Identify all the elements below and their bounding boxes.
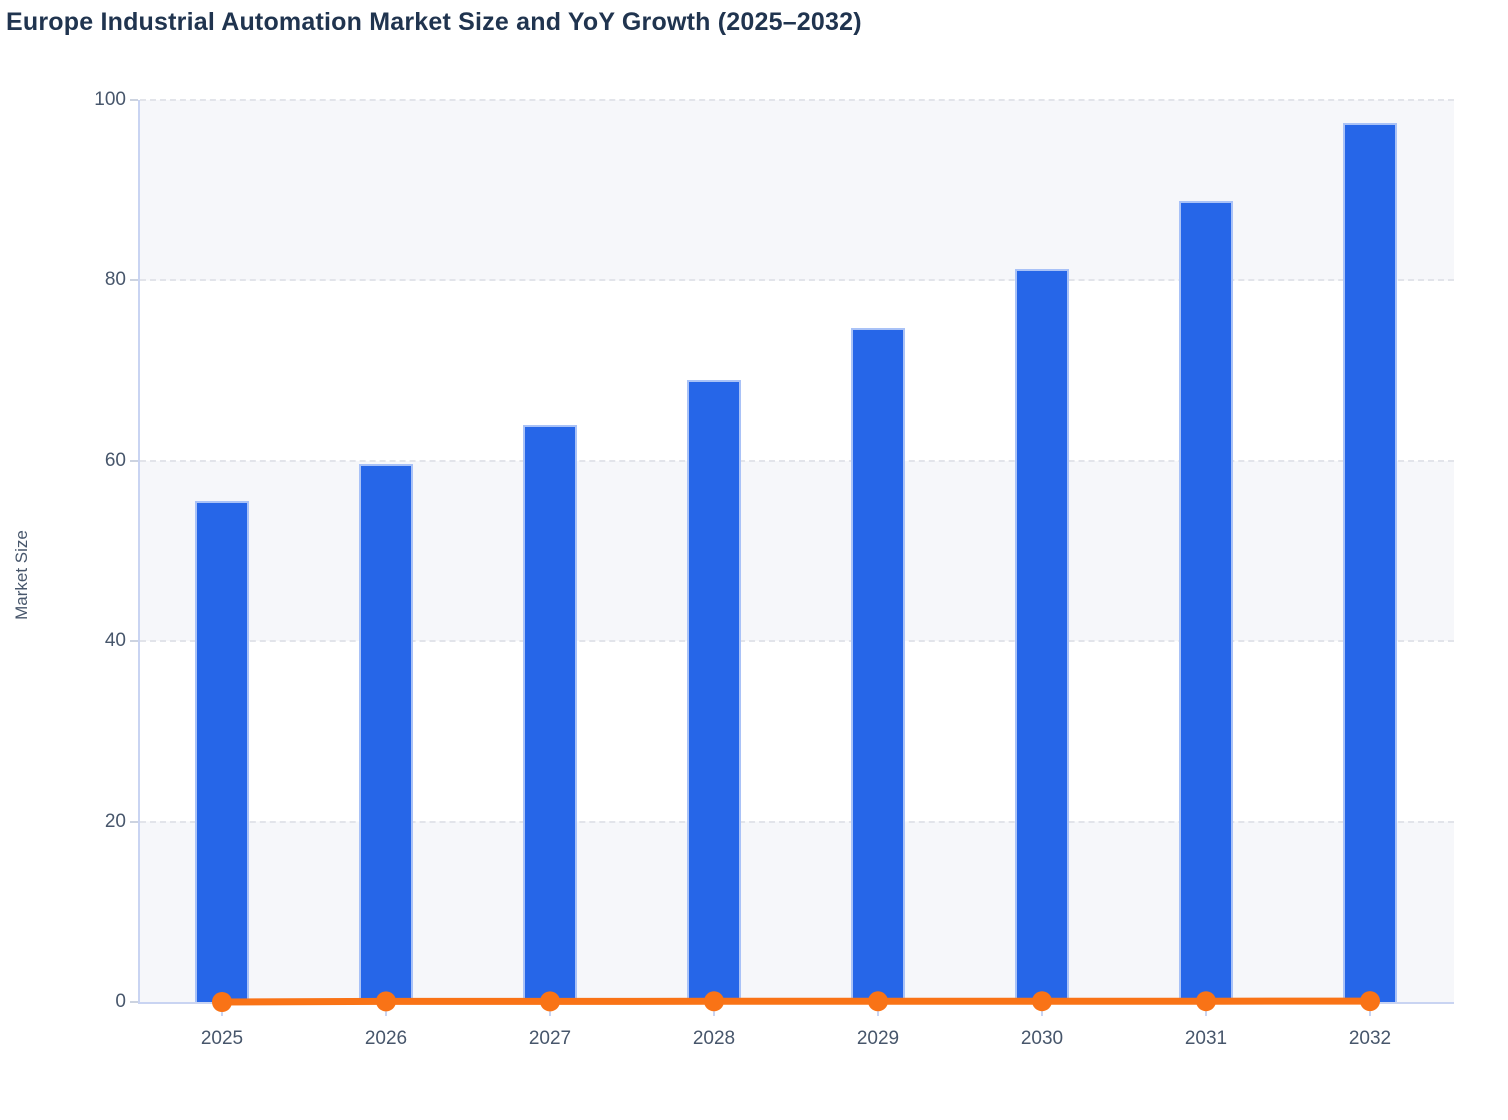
yoy-marker-2027 [540, 991, 560, 1012]
gridline-60 [140, 459, 1454, 462]
x-tick-label-2025: 2025 [200, 1028, 244, 1049]
yoy-marker-2028 [704, 991, 724, 1012]
plot-area [138, 99, 1454, 1016]
y-tick-mark-80 [130, 279, 138, 282]
yoy-marker-2025 [212, 992, 232, 1012]
gridline-100 [140, 99, 1454, 101]
gridline-80 [140, 279, 1454, 282]
yoy-marker-2032 [1360, 991, 1380, 1012]
bar-2030 [1015, 268, 1069, 1002]
bar-2031 [1179, 201, 1233, 1002]
y-tick-mark-0 [130, 1001, 138, 1003]
y-axis-title: Market Size [12, 530, 31, 620]
x-tick-label-2032: 2032 [1348, 1028, 1392, 1049]
y-tick-label-100: 100 [94, 89, 126, 110]
yoy-marker-2030 [1032, 991, 1052, 1012]
bar-2025 [195, 500, 249, 1002]
bar-2026 [359, 464, 413, 1002]
bar-2028 [687, 379, 741, 1002]
y-tick-label-40: 40 [104, 630, 126, 652]
y-tick-label-0: 0 [115, 991, 126, 1012]
y-tick-label-80: 80 [104, 269, 126, 291]
x-tick-label-2031: 2031 [1184, 1028, 1228, 1049]
bar-2027 [523, 424, 577, 1002]
y-tick-mark-40 [130, 640, 138, 643]
x-tick-label-2030: 2030 [1020, 1028, 1064, 1049]
x-tick-label-2029: 2029 [856, 1028, 900, 1049]
y-tick-label-20: 20 [104, 810, 126, 832]
x-tick-label-2028: 2028 [692, 1028, 736, 1049]
y-tick-mark-60 [130, 459, 138, 462]
gridline-40 [140, 640, 1454, 643]
yoy-marker-2031 [1196, 991, 1216, 1012]
y-tick-label-60: 60 [104, 449, 126, 471]
gridline-20 [140, 820, 1454, 823]
yoy-growth-line [212, 991, 1380, 1012]
yoy-marker-2029 [868, 991, 888, 1012]
bar-2029 [851, 328, 905, 1002]
yoy-marker-2026 [376, 991, 396, 1012]
y-tick-mark-100 [130, 99, 138, 101]
yoy-line-path [218, 997, 1374, 1006]
bar-2032 [1343, 122, 1397, 1002]
x-tick-label-2026: 2026 [364, 1028, 408, 1049]
x-tick-label-2027: 2027 [528, 1028, 572, 1049]
chart-title: Europe Industrial Automation Market Size… [6, 8, 862, 36]
y-tick-mark-20 [130, 820, 138, 823]
